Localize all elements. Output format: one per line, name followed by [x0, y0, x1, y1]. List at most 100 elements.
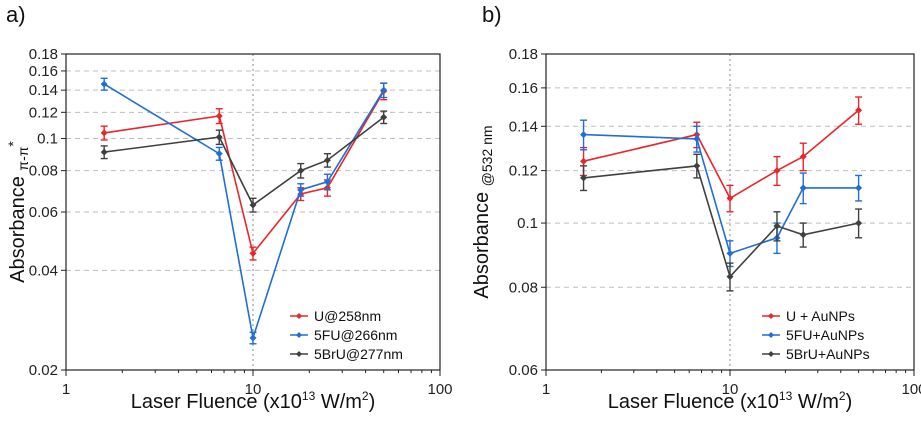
legend-label: 5BrU@277nm [314, 346, 403, 362]
series-5FU+AuNPs [580, 119, 863, 268]
series-5BrU@277nm [100, 110, 388, 213]
y-tick-label: 0.06 [29, 204, 58, 221]
legend-marker [296, 332, 302, 338]
data-point [799, 184, 807, 192]
x-tick-label: 100 [427, 381, 452, 398]
data-point [249, 334, 257, 342]
y-tick-label: 0.08 [29, 163, 58, 180]
y-tick-label: 0.1 [517, 215, 538, 232]
data-point [215, 133, 223, 141]
data-point [297, 186, 305, 194]
data-point [855, 184, 863, 192]
data-point [773, 222, 781, 230]
x-label-sup: 2 [362, 389, 369, 403]
panel-label: b) [482, 2, 502, 27]
y-tick-label: 0.14 [29, 82, 58, 99]
x-axis-label: Laser Fluence (x1013 W/m2) [608, 389, 853, 413]
x-label-text: W/m [792, 391, 839, 413]
y-label-sub: @532 nm [479, 125, 495, 186]
legend-label: 5BrU+AuNPs [786, 346, 870, 362]
y-label-sub: π-π [15, 146, 31, 170]
y-tick-label: 0.18 [509, 46, 538, 63]
series-line [583, 165, 859, 279]
x-label-text: Laser Fluence (x10 [608, 391, 779, 413]
y-tick-label: 0.12 [29, 104, 58, 121]
legend-label: 5FU@266nm [314, 327, 397, 343]
y-axis-label: Absorbance @532 nm [471, 125, 495, 298]
data-point [323, 156, 331, 164]
legend-label: U + AuNPs [786, 308, 855, 324]
x-axis-label: Laser Fluence (x1013 W/m2) [131, 389, 376, 413]
y-tick-label: 0.18 [29, 46, 58, 63]
series-line [583, 109, 860, 200]
y-label-text: Absorbance [471, 186, 493, 298]
y-tick-label: 0.16 [509, 80, 538, 97]
data-point [726, 249, 734, 257]
y-tick-label: 0.12 [509, 163, 538, 180]
chart-panel-b: b) 0.06 0.08 0.1 0.12 0.14 0.16 0.18 1 10 100 Laser… [471, 2, 921, 413]
y-tick-label: 0.06 [509, 362, 538, 379]
data-point [855, 219, 863, 227]
data-point [100, 80, 108, 88]
series-U + AuNPs [580, 96, 863, 213]
y-label-sup: * [5, 141, 21, 147]
x-tick-label: 1 [542, 381, 550, 398]
data-point [693, 162, 701, 170]
data-point [100, 129, 108, 137]
y-tick-label: 0.16 [29, 63, 58, 80]
data-point [726, 194, 734, 202]
x-label-text: ) [369, 391, 376, 413]
series-5BrU+AuNPs [580, 153, 863, 292]
x-label-sup: 2 [839, 389, 846, 403]
y-tick-label: 0.02 [29, 362, 58, 379]
legend-label: 5FU+AuNPs [786, 327, 864, 343]
legend: U@258nm 5FU@266nm 5BrU@277nm [290, 308, 403, 362]
data-point [380, 113, 388, 121]
x-label-sup: 13 [302, 389, 316, 403]
data-point [799, 231, 807, 239]
data-point [773, 167, 781, 175]
data-point [215, 112, 223, 120]
data-point [580, 157, 588, 165]
data-point [297, 167, 305, 175]
x-tick-label: 10 [245, 381, 262, 398]
x-tick-label: 100 [901, 381, 921, 398]
x-label-sup: 13 [779, 389, 793, 403]
legend-marker [768, 351, 774, 357]
series-line [583, 133, 859, 255]
x-label-text: ) [846, 391, 853, 413]
data-point [855, 106, 863, 114]
legend-label: U@258nm [314, 308, 381, 324]
y-tick-label: 0.04 [29, 262, 58, 279]
series-line [104, 90, 385, 256]
y-axis-label: Absorbance π-π* [5, 141, 31, 283]
x-tick-label: 1 [62, 381, 70, 398]
data-point [249, 249, 257, 257]
legend-marker [768, 332, 774, 338]
data-point [100, 148, 108, 156]
x-label-text: Laser Fluence (x10 [131, 391, 302, 413]
y-tick-label: 0.14 [509, 118, 538, 135]
data-point [799, 153, 807, 161]
legend-marker [296, 313, 302, 319]
data-point [726, 273, 734, 281]
legend-marker [768, 313, 774, 319]
data-point [580, 131, 588, 139]
data-point [380, 86, 388, 94]
legend: U + AuNPs 5FU+AuNPs 5BrU+AuNPs [762, 308, 870, 362]
x-label-text: W/m [315, 391, 362, 413]
y-label-text: Absorbance [7, 171, 29, 283]
data-point [323, 178, 331, 186]
series-line [104, 116, 385, 207]
series-line [103, 83, 385, 339]
x-tick-label: 10 [722, 381, 739, 398]
series-U@258nm [100, 82, 388, 261]
data-point [580, 174, 588, 182]
series-5FU@266nm [100, 77, 388, 345]
legend-marker [296, 351, 302, 357]
y-tick-label: 0.08 [509, 279, 538, 296]
data-point [249, 201, 257, 209]
data-point [693, 135, 701, 143]
y-tick-label: 0.1 [37, 131, 58, 148]
